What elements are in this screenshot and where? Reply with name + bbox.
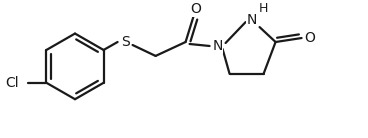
Text: N: N (247, 13, 257, 27)
Text: H: H (259, 2, 268, 15)
Text: O: O (304, 31, 315, 45)
Text: O: O (190, 2, 201, 16)
Text: Cl: Cl (5, 76, 18, 90)
Text: S: S (121, 35, 130, 49)
Text: N: N (212, 39, 223, 53)
